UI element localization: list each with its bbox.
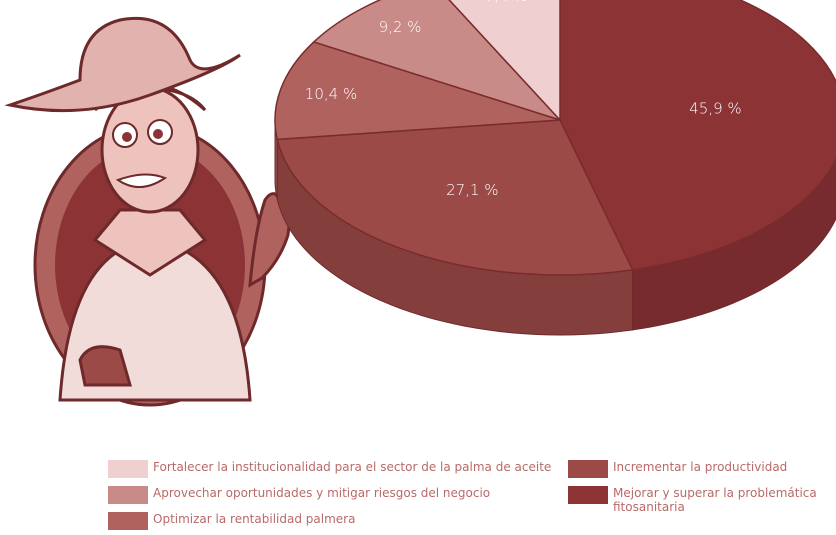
page: 45,9 % 27,1 % 10,4 % 9,2 % 7,4 % Fortalecer …: [0, 0, 836, 535]
legend-item: Mejorar y superar la problemática fitosa…: [568, 486, 828, 512]
slice-label: 10,4 %: [305, 85, 357, 103]
slice-label: 45,9 %: [689, 100, 741, 118]
legend-label: Aprovechar oportunidades y mitigar riesg…: [153, 486, 490, 500]
slice-label: 27,1 %: [446, 181, 498, 199]
legend-item: Optimizar la rentabilidad palmera: [108, 512, 568, 535]
legend: Fortalecer la institucionalidad para el …: [108, 460, 828, 535]
slice-label: 7,4 %: [485, 0, 528, 5]
legend-item: Fortalecer la institucionalidad para el …: [108, 460, 568, 486]
legend-swatch: [568, 486, 608, 504]
legend-swatch: [108, 460, 148, 478]
illustration: [10, 18, 292, 405]
legend-label: Fortalecer la institucionalidad para el …: [153, 460, 551, 474]
legend-item: Aprovechar oportunidades y mitigar riesg…: [108, 486, 568, 512]
legend-swatch: [568, 460, 608, 478]
legend-label: Incrementar la productividad: [613, 460, 787, 474]
slice-label: 9,2 %: [379, 18, 422, 36]
legend-label: Mejorar y superar la problemática fitosa…: [613, 486, 828, 514]
legend-swatch: [108, 486, 148, 504]
legend-item: Incrementar la productividad: [568, 460, 828, 486]
chart: 45,9 % 27,1 % 10,4 % 9,2 % 7,4 %: [0, 0, 836, 460]
legend-label: Optimizar la rentabilidad palmera: [153, 512, 355, 526]
legend-swatch: [108, 512, 148, 530]
